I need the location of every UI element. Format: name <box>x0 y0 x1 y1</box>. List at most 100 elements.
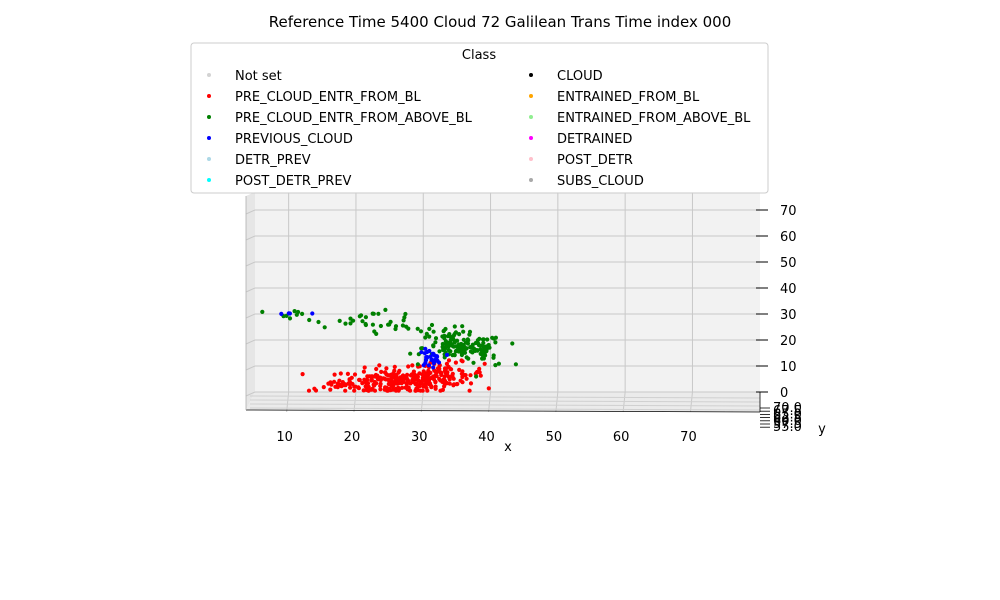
z-tick-label: 30 <box>780 308 797 323</box>
data-point <box>401 373 406 379</box>
data-point <box>461 337 466 342</box>
data-point <box>464 376 469 381</box>
data-point <box>442 333 447 338</box>
data-point <box>378 323 383 329</box>
data-point <box>408 373 413 378</box>
data-point <box>485 337 490 342</box>
data-point <box>467 332 472 337</box>
data-point <box>310 311 315 316</box>
data-point <box>456 349 461 354</box>
data-point <box>403 311 408 317</box>
data-point <box>279 311 284 316</box>
data-point <box>435 354 440 359</box>
data-point <box>435 366 441 371</box>
legend-label: POST_DETR_PREV <box>235 174 352 189</box>
data-point <box>496 361 501 366</box>
data-point <box>388 378 394 383</box>
data-point <box>406 364 411 369</box>
data-point <box>443 342 448 347</box>
data-point <box>415 374 420 379</box>
data-point <box>416 378 421 383</box>
data-point <box>369 378 374 383</box>
data-point <box>431 352 436 357</box>
data-point <box>424 356 429 362</box>
data-point <box>453 360 458 365</box>
left-pane <box>246 192 255 410</box>
data-point <box>352 388 357 393</box>
data-point <box>328 387 333 392</box>
data-point <box>363 321 368 327</box>
z-tick-label: 50 <box>780 256 797 271</box>
data-point <box>424 331 429 336</box>
z-tick-label: 60 <box>780 230 797 245</box>
data-point <box>382 370 388 375</box>
data-point <box>455 381 460 387</box>
data-point <box>332 379 337 384</box>
data-point <box>348 321 353 326</box>
x-tick-label: 20 <box>344 430 361 445</box>
data-point <box>352 372 358 377</box>
data-point <box>437 349 442 354</box>
data-point <box>356 386 361 391</box>
x-tick-label: 30 <box>411 430 428 445</box>
data-point <box>451 382 457 387</box>
y-tick-label: 57.5 <box>773 417 802 432</box>
data-point <box>322 325 327 330</box>
data-point <box>365 381 371 386</box>
data-point <box>292 309 297 314</box>
data-point <box>338 371 343 376</box>
data-point <box>427 348 432 354</box>
data-point <box>423 346 428 351</box>
data-point <box>362 365 367 370</box>
y-tick-label: 65.0 <box>773 407 802 422</box>
x-floor-gridline <box>555 391 559 413</box>
data-point <box>370 322 375 327</box>
legend-marker <box>207 157 211 161</box>
data-point <box>396 370 401 375</box>
data-point <box>465 341 471 346</box>
data-point <box>287 316 293 321</box>
legend-marker <box>529 136 533 140</box>
data-point <box>312 386 317 391</box>
z-side-gridline <box>245 287 256 293</box>
data-point <box>429 322 435 328</box>
data-point <box>419 346 424 351</box>
z-tick-label: 70 <box>780 204 797 219</box>
data-point <box>442 384 447 389</box>
legend-marker <box>529 94 533 98</box>
x-floor-gridline <box>286 391 290 413</box>
data-point <box>446 364 451 369</box>
data-point <box>367 374 372 379</box>
data-point <box>300 372 305 377</box>
data-point <box>347 377 352 382</box>
data-point <box>477 370 482 375</box>
data-point <box>443 371 449 376</box>
data-points <box>260 307 519 393</box>
data-point <box>450 353 455 358</box>
data-point <box>431 329 436 334</box>
data-point <box>410 363 415 368</box>
data-point <box>433 386 438 391</box>
legend-label: ENTRAINED_FROM_ABOVE_BL <box>557 111 751 126</box>
data-point <box>487 345 492 350</box>
z-side-gridline <box>245 209 256 215</box>
data-point <box>481 344 486 349</box>
data-point <box>470 342 475 347</box>
data-point <box>460 359 465 364</box>
data-point <box>379 369 384 374</box>
data-point <box>427 326 432 331</box>
data-point <box>426 368 431 373</box>
data-point <box>465 337 470 342</box>
data-point <box>453 330 458 335</box>
data-point <box>332 372 337 377</box>
data-point <box>444 352 450 357</box>
legend-marker <box>529 157 533 161</box>
data-point <box>471 360 476 365</box>
data-point <box>296 309 301 315</box>
z-side-gridline <box>245 313 256 319</box>
data-point <box>376 311 381 316</box>
data-point <box>431 361 436 366</box>
y-axis-label: y <box>818 422 826 437</box>
data-point <box>353 384 358 389</box>
y-floor-gridline <box>249 399 761 403</box>
